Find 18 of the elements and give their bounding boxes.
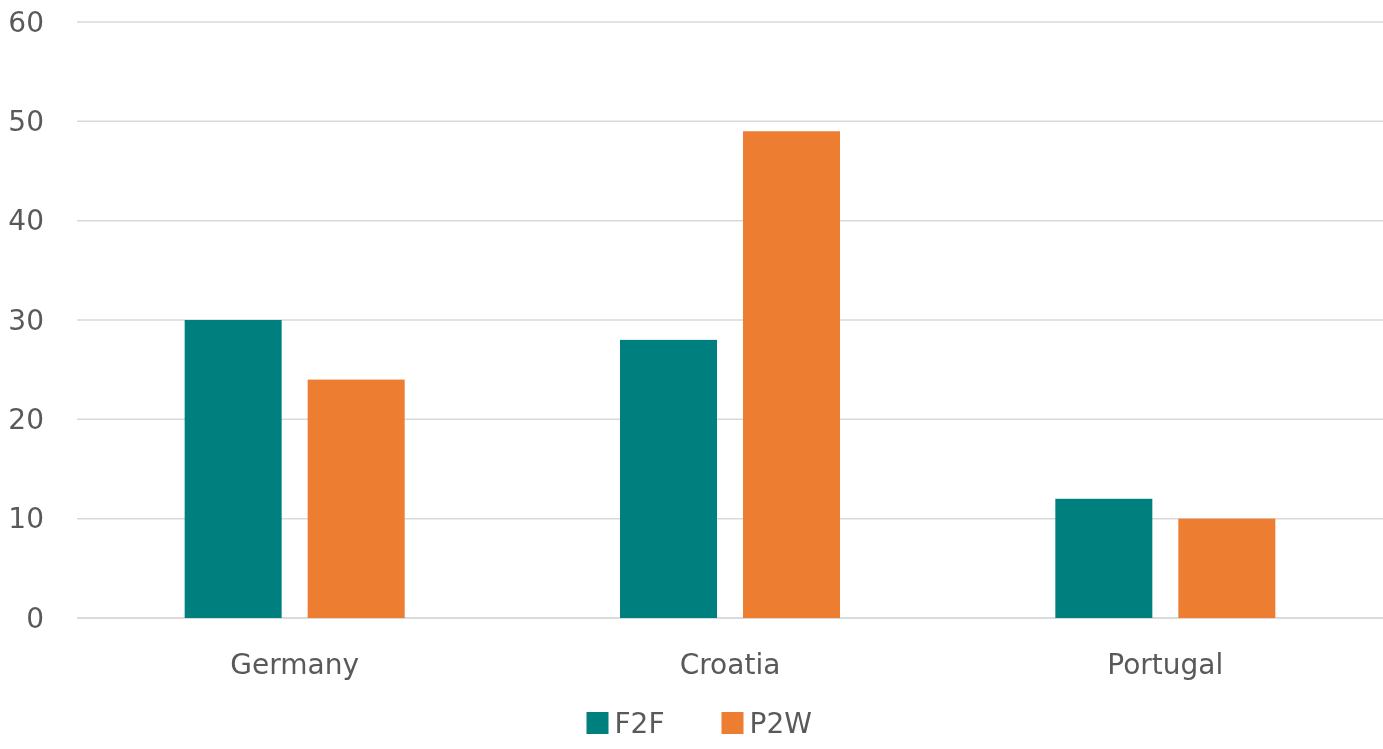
x-tick-label: Germany: [230, 648, 360, 681]
y-tick-label: 10: [8, 502, 44, 536]
y-tick-label: 60: [8, 5, 44, 39]
bar: [1178, 518, 1276, 618]
bar: [184, 320, 282, 618]
y-tick-label: 30: [8, 303, 44, 337]
y-tick-label: 20: [8, 403, 44, 437]
legend-label: F2F: [614, 706, 665, 740]
y-tick-label: 40: [8, 204, 44, 238]
x-tick-label: Portugal: [1107, 648, 1224, 681]
y-tick-label: 0: [26, 601, 44, 635]
y-tick-label: 50: [8, 105, 44, 139]
bar: [307, 379, 405, 618]
bar: [620, 339, 717, 618]
legend-label: P2W: [749, 706, 812, 740]
bar: [1055, 498, 1153, 618]
x-tick-label: Croatia: [679, 648, 781, 681]
bar: [743, 131, 840, 618]
